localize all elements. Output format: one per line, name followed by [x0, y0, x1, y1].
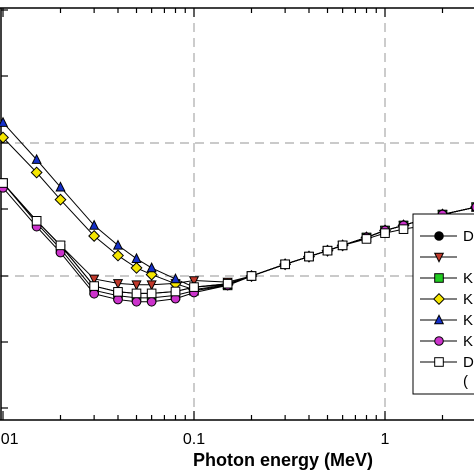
series-4-point [131, 252, 142, 263]
legend-marker-2 [434, 273, 444, 283]
legend-label-0: D [463, 228, 474, 245]
series-4-point [170, 273, 181, 284]
x-tick-label: 1 [381, 431, 390, 448]
series-6-point [361, 234, 372, 244]
series-3-point [30, 166, 43, 179]
series-6-point [131, 288, 142, 299]
series-5-point [131, 296, 142, 307]
series-4-point [31, 153, 42, 164]
series-5 [0, 183, 474, 307]
series-1-point [146, 280, 157, 291]
series-0-line [2, 182, 474, 294]
series-3-point [145, 268, 158, 281]
series-6-line [2, 182, 474, 294]
series-6-point [322, 245, 333, 256]
series-6-point [146, 288, 157, 299]
series-6-point [113, 287, 123, 297]
series-3-point [88, 229, 101, 242]
legend-marker-0 [434, 231, 444, 241]
series-3 [0, 131, 474, 296]
legend-label-7: ( [463, 373, 468, 390]
series-6-point [380, 228, 390, 238]
series-6-point [222, 278, 233, 289]
series-6-point [337, 240, 348, 251]
series-1-point [112, 279, 124, 290]
series-6-point [246, 271, 257, 281]
series-6-point [0, 178, 8, 188]
axes-frame [0, 7, 474, 421]
series-3-point [130, 261, 143, 274]
series-6-point [280, 259, 290, 270]
series-4-point [0, 116, 9, 127]
legend-label-4: K [463, 312, 473, 329]
legend-label-2: K [463, 270, 473, 287]
legend-marker-6 [434, 357, 444, 367]
series-6-point [55, 240, 66, 251]
grid-layer [0, 8, 474, 420]
x-axis-title: Photon energy (MeV) [193, 450, 373, 470]
series-4-point [55, 181, 66, 192]
x-tick-label: 0.1 [183, 431, 205, 448]
series-3-point [111, 249, 125, 262]
series-5-point [471, 202, 474, 212]
legend-label-6: D [463, 354, 474, 371]
legend-marker-1 [433, 252, 445, 263]
legend-marker-3 [432, 292, 446, 306]
series-3-line [2, 137, 474, 291]
series-layer [0, 116, 474, 307]
series-4-point [146, 262, 157, 273]
series-6-point [89, 281, 99, 291]
legend-marker-5 [434, 336, 444, 346]
series-4-point [112, 239, 124, 250]
series-6-point [398, 224, 409, 234]
series-1-point [89, 274, 100, 285]
series-1 [0, 178, 474, 291]
series-4-line [2, 122, 474, 288]
series-6-point [31, 216, 42, 226]
series-2 [0, 178, 474, 303]
series-6-point [304, 251, 314, 262]
x-tick-label: 0.01 [0, 431, 19, 448]
legend-label-5: K [463, 333, 473, 350]
tick-layer: 0.01 0.1 1 [0, 8, 444, 448]
series-4-point [89, 219, 100, 230]
series-6-point [189, 282, 199, 292]
series-1-point [131, 280, 142, 291]
legend-label-3: K [463, 291, 473, 308]
series-3-point [54, 193, 67, 206]
series-1-point [188, 276, 200, 287]
series-5-line [2, 187, 474, 303]
legend-marker-4 [433, 314, 445, 325]
series-5-point [146, 296, 157, 307]
series-6-point [170, 286, 181, 297]
